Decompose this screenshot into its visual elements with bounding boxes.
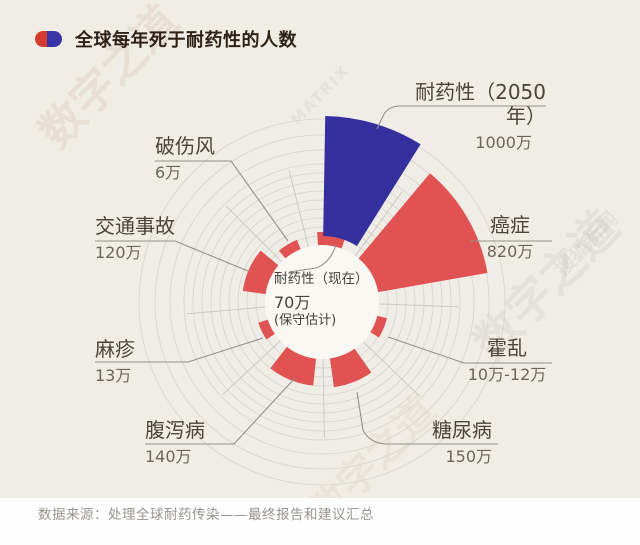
grid-ring: [169, 149, 475, 455]
segment-label: 破伤风: [155, 134, 215, 158]
wedge-cancer: [354, 173, 488, 294]
segment-value: 820万: [486, 242, 534, 261]
segment-label: 糖尿病: [432, 418, 492, 442]
grid-ring: [219, 199, 425, 405]
segment-label: 麻疹: [95, 337, 135, 361]
connector-line: [387, 336, 552, 364]
segment-value: 150万: [445, 447, 492, 466]
label-diarrheal-disease: 腹泻病 140万: [145, 418, 235, 466]
segment-value: 1000万: [475, 133, 532, 152]
label-cholera: 霍乱 10万-12万: [462, 336, 552, 384]
footer: 数据来源：处理全球耐药传染——最终报告和建议汇总: [0, 498, 640, 545]
connector-line: [155, 160, 289, 242]
pill-red-half: [35, 31, 47, 47]
grid-ring: [210, 190, 434, 414]
segment-label: 交通事故: [95, 214, 175, 238]
grid-ring: [192, 172, 452, 432]
connector-line: [95, 337, 264, 363]
center-label-resistance-now: 耐药性（现在） 70万 (保守估计): [274, 271, 382, 329]
grid-spoke: [362, 341, 421, 397]
segment-label: 霍乱: [487, 336, 527, 360]
center-circle: [265, 245, 379, 359]
label-cancer: 癌症 820万: [468, 213, 552, 261]
page-title: 全球每年死于耐药性的人数: [75, 30, 297, 51]
data-source: 数据来源：处理全球耐药传染——最终报告和建议汇总: [38, 507, 374, 523]
grid-spoke: [378, 303, 458, 308]
connector-line: [95, 240, 249, 272]
grid-ring: [138, 118, 506, 486]
segment-label: 癌症: [490, 213, 530, 237]
connector-line: [145, 377, 296, 445]
grid-ring: [183, 163, 461, 441]
pill-blue-half: [47, 31, 62, 47]
segment-label: 腹泻病: [145, 418, 205, 442]
connector-line: [288, 244, 337, 273]
center-label-note: (保守估计): [274, 313, 337, 328]
grid-ring: [228, 208, 416, 396]
pill-icon: [35, 31, 62, 47]
segment-value: 120万: [95, 243, 142, 262]
label-measles: 麻疹 13万: [95, 337, 188, 385]
center-label-line1: 耐药性（现在）: [274, 271, 369, 287]
grid-ring: [154, 134, 490, 470]
grid-ring: [246, 226, 398, 378]
grid-ring: [237, 217, 407, 387]
segment-value: 10万-12万: [467, 365, 547, 384]
grid-spoke: [225, 205, 283, 263]
center-label-value: 70万: [274, 293, 311, 312]
label-diabetes: 糖尿病 150万: [385, 418, 500, 466]
header: 全球每年死于耐药性的人数: [35, 26, 297, 52]
label-traffic-accidents: 交通事故 120万: [95, 214, 180, 262]
connector-line: [356, 391, 498, 445]
grid-spoke: [355, 191, 403, 257]
grid-spoke: [322, 358, 325, 438]
polar-area-chart: [95, 105, 552, 486]
segment-value: 6万: [155, 163, 182, 182]
segment-value: 140万: [145, 447, 192, 466]
connector-line: [376, 105, 546, 130]
grid-ring: [201, 181, 443, 423]
label-tetanus: 破伤风 6万: [155, 134, 233, 182]
label-resistance-2050: 耐药性（2050年） 1000万: [388, 80, 546, 152]
segment-label: 耐药性（2050年）: [415, 80, 546, 128]
wedge-resistance-2050: [323, 116, 421, 247]
grid-spoke: [186, 306, 266, 315]
grid-spoke: [222, 340, 281, 396]
segment-value: 13万: [95, 366, 132, 385]
grid-spoke: [288, 169, 309, 247]
